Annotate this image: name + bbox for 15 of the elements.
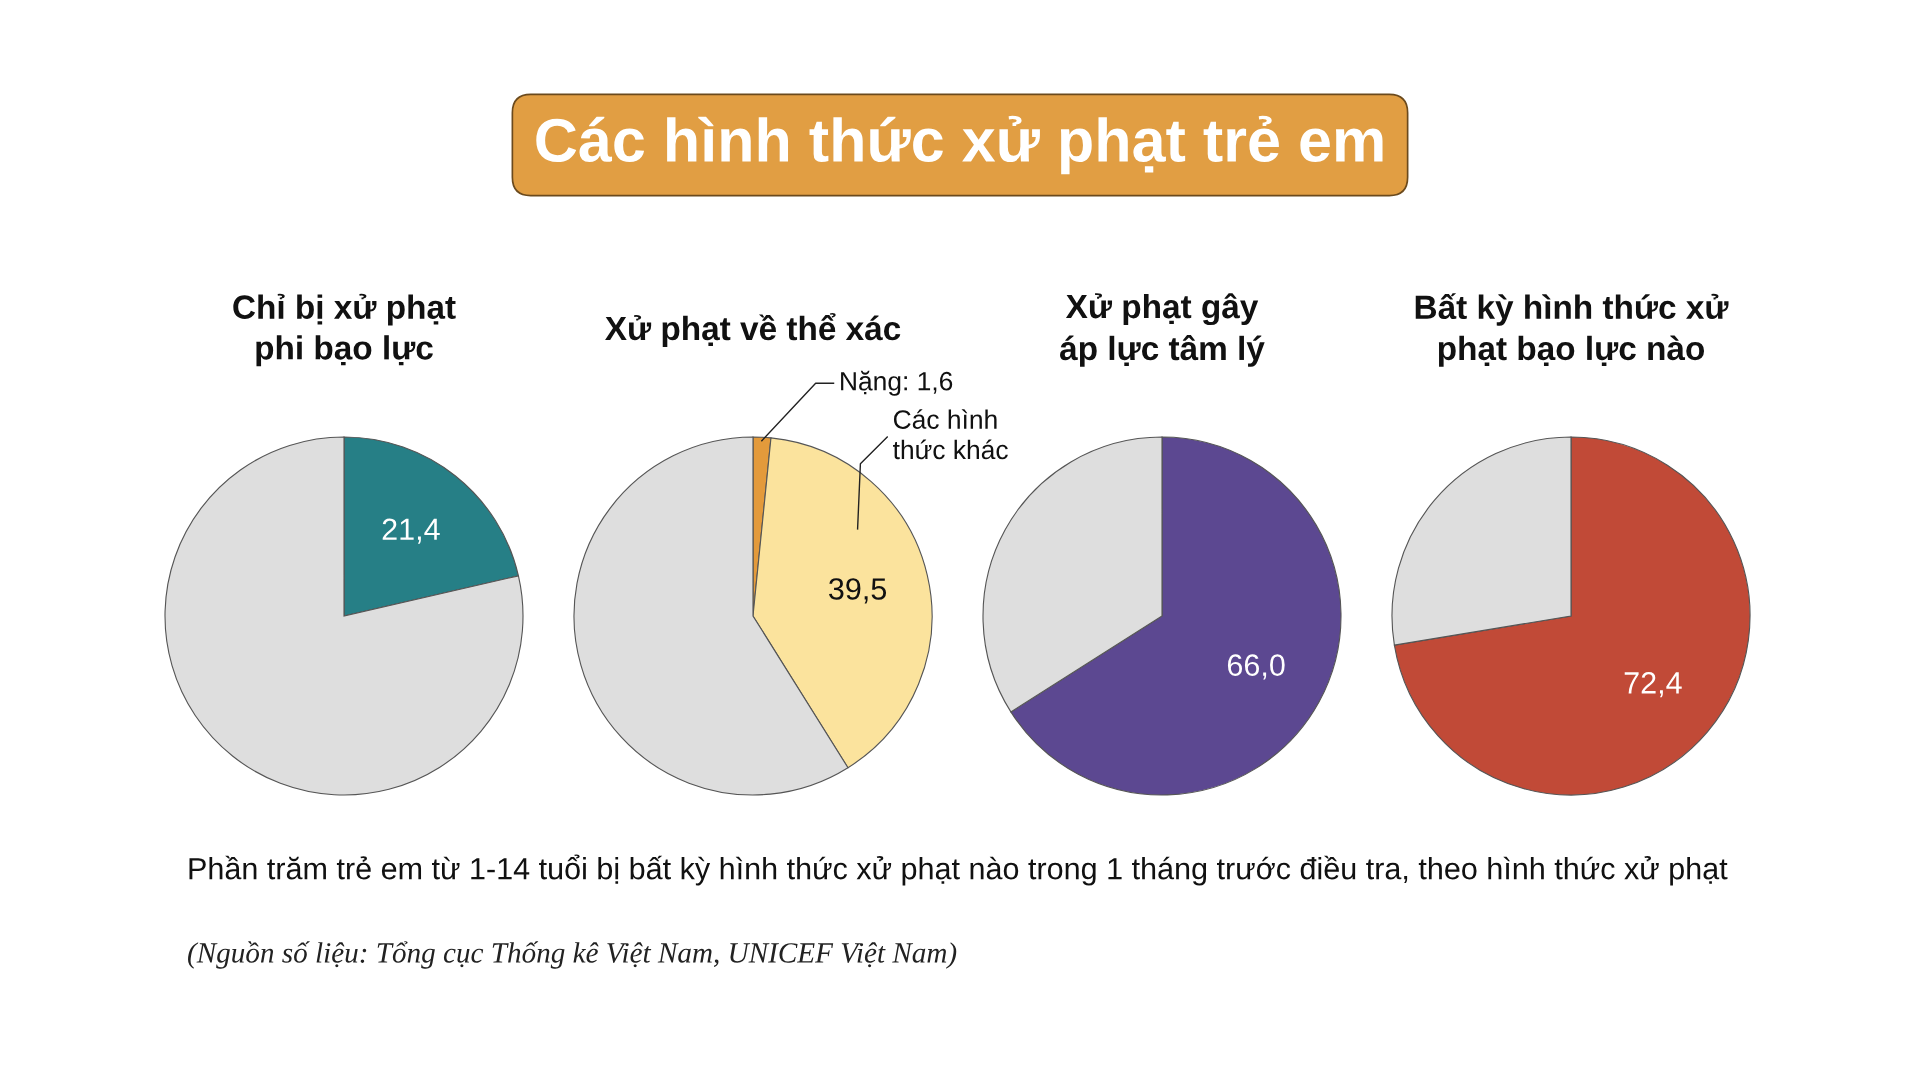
chart-title: Xử phạt gây áp lực tâm lý [1060,293,1265,367]
chart-title: Chỉ bị xử phạt phi bạo lực [233,293,456,367]
slice-label: Nặng: 1,6 [841,370,953,396]
slice-label: Các hình thức khác [893,409,1008,460]
data-label: 66,0 [1227,654,1285,680]
pie-slice [1393,436,1751,796]
chart-title: Bất kỳ hình thức xử phạt bạo lực nào [1415,293,1729,367]
pie-slice [164,436,524,796]
data-label: 21,4 [382,518,440,544]
data-label: 72,4 [1624,672,1682,698]
chart-title: Xử phạt về thể xác [605,313,901,347]
text: Phần trăm trẻ em từ 1-14 tuổi bị bất kỳ hình thức xử phạt nào trong 1 tháng trước điều tra, theo hình thức xử phạt [189,854,1728,886]
data-label: 39,5 [829,578,887,604]
text: (Nguồn số liệu: Tổng cục Thống kê Việt Nam, UNICEF Việt Nam) [188,941,957,969]
text: Các hình thức xử phạt trẻ em [536,115,1383,175]
